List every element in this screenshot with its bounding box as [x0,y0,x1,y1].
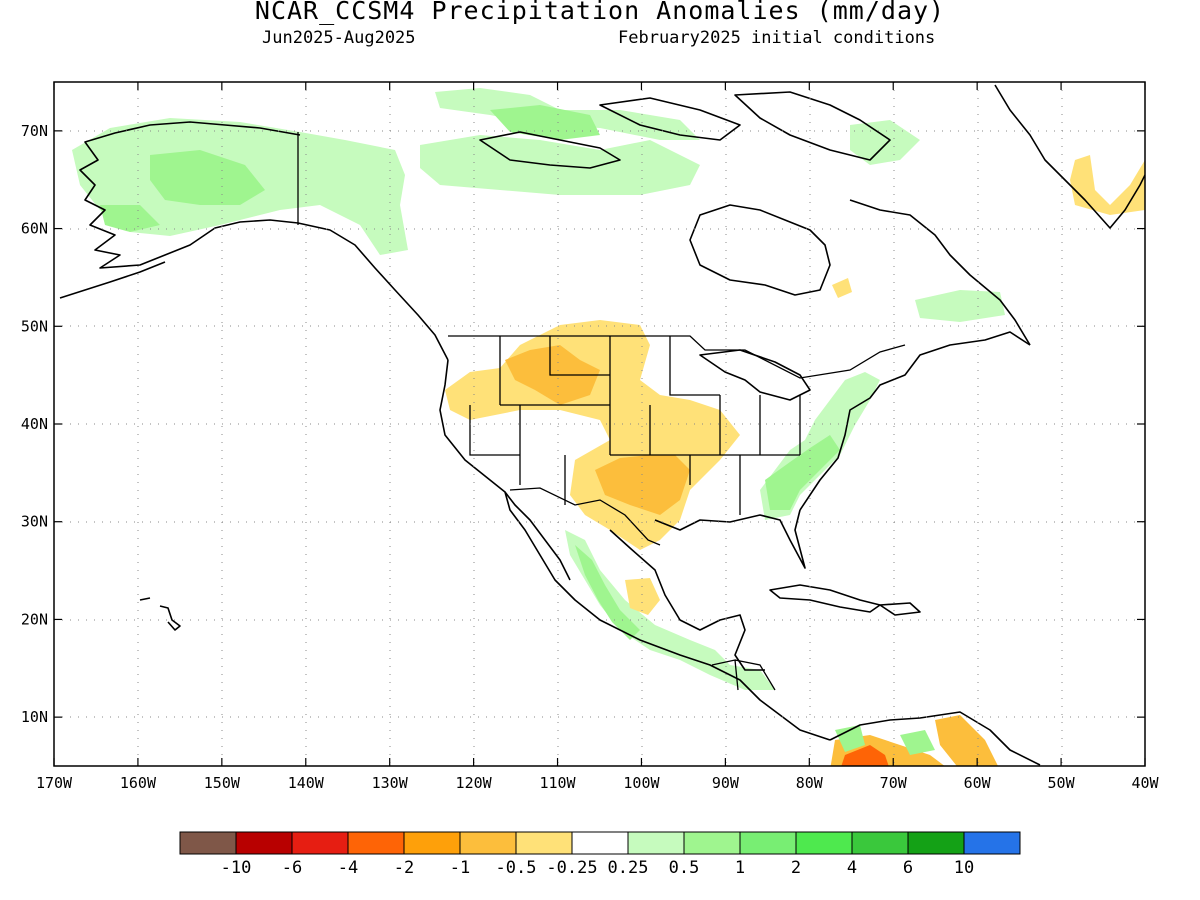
colorbar-swatch [459,831,517,855]
anomaly-dry-west [445,320,740,550]
colorbar-swatch [683,831,741,855]
colorbar-swatch [963,831,1021,855]
colorbar-swatch [739,831,797,855]
forecast-period: Jun2025-Aug2025 [262,28,416,48]
colorbar-label: 0.5 [669,858,700,878]
colorbar-label: -10 [221,858,252,878]
lon-tick-label: 50W [1048,774,1076,792]
colorbar-label: -0.25 [546,858,597,878]
lon-tick-label: 100W [623,774,660,792]
map-title: NCAR_CCSM4 Precipitation Anomalies (mm/d… [254,0,946,25]
anomaly-wet-southeast [765,435,840,510]
initial-conditions: February2025 initial conditions [618,28,936,48]
lon-tick-label: 170W [36,774,73,792]
lon-tick-label: 70W [880,774,908,792]
lat-tick-label: 30N [21,513,48,531]
anomaly-wet-venezuela [900,730,935,755]
lon-tick-label: 110W [539,774,576,792]
colorbar-swatch [179,831,237,855]
colorbar-swatch [907,831,965,855]
colorbar-label: -6 [282,858,302,878]
coastline-south-america [829,711,1041,766]
lat-tick-label: 60N [21,220,48,238]
coastline-hudson-bay [689,204,831,296]
anomaly-wet-labrador [915,290,1005,322]
coastline-gulf [609,529,765,671]
anomaly-fields [72,88,1145,766]
lon-tick-label: 60W [964,774,992,792]
border-us-canada [448,335,906,379]
coastline-baja [504,491,571,581]
anomaly-dry-hudson [832,278,852,298]
colorbar-label: 1 [735,858,745,878]
colorbar-label: -0.5 [496,858,537,878]
colorbar-swatch [795,831,853,855]
anomaly-wet-alaska-core [150,150,265,205]
lat-tick-label: 70N [21,122,48,140]
coastline-us-gulf [654,509,806,569]
colorbar-swatch [515,831,573,855]
lat-tick-label: 10N [21,708,48,726]
anomaly-dry-guiana [935,715,998,766]
coastline-cuba [769,584,881,613]
lon-tick-label: 150W [204,774,241,792]
colorbar-swatch [403,831,461,855]
colorbar: -10 -6 -4 -2 -1 -0.5 -0.25 0.25 0.5 1 2 4 6 10 [179,831,1021,878]
coastline-us-west [439,359,831,741]
latitude-ticks: 70N 60N 50N 40N 30N 20N 10N [21,122,1145,726]
border-us-mexico [509,487,661,546]
political-borders [297,132,906,691]
coastline-hawaii [139,597,181,631]
coastline-pacific-canada [297,222,449,361]
colorbar-label: 0.25 [608,858,649,878]
lon-tick-label: 160W [120,774,157,792]
anomaly-wet-arctic-core [490,105,600,140]
anomaly-dry-texas [595,455,690,515]
coastline-greenland [994,84,1145,229]
anomaly-dry-greenland [1070,155,1145,215]
coastline-alaska [79,121,301,269]
lon-tick-label: 80W [796,774,824,792]
lat-tick-label: 50N [21,317,48,335]
colorbar-label: -4 [338,858,358,878]
lon-tick-label: 130W [372,774,409,792]
colorbar-swatch [291,831,349,855]
anomaly-wet-mexico [565,530,775,690]
coastline-labrador [849,199,1031,346]
colorbar-label: -2 [394,858,414,878]
lat-tick-label: 20N [21,610,48,628]
colorbar-swatch [347,831,405,855]
lon-tick-label: 120W [456,774,493,792]
border-us-states [469,336,801,515]
longitude-ticks: 170W 160W 150W 140W 130W 120W 110W 100W 90W 80W 70… [36,82,1160,792]
colorbar-label: 4 [847,858,857,878]
colorbar-label: 6 [903,858,913,878]
lon-tick-label: 90W [712,774,740,792]
lon-tick-label: 140W [288,774,325,792]
border-central-america [711,659,776,691]
colorbar-label: 10 [954,858,974,878]
lon-tick-label: 40W [1131,774,1159,792]
colorbar-label: 2 [791,858,801,878]
coastline-us-east [799,331,1031,511]
anomaly-dry-venezuela-core [841,745,889,766]
colorbar-label: -1 [450,858,470,878]
anomaly-dry-southern-mexico [625,578,660,615]
lat-tick-label: 40N [21,415,48,433]
anomaly-wet-mexico-core [575,545,640,640]
anomaly-wet-alaska-west [100,205,160,232]
colorbar-swatch [571,831,629,855]
coastline-hispaniola [879,602,921,616]
colorbar-swatch [851,831,909,855]
coastline-aleutians [59,261,166,299]
anomaly-wet-colombia [835,725,865,752]
colorbar-swatch [235,831,293,855]
colorbar-swatch [627,831,685,855]
